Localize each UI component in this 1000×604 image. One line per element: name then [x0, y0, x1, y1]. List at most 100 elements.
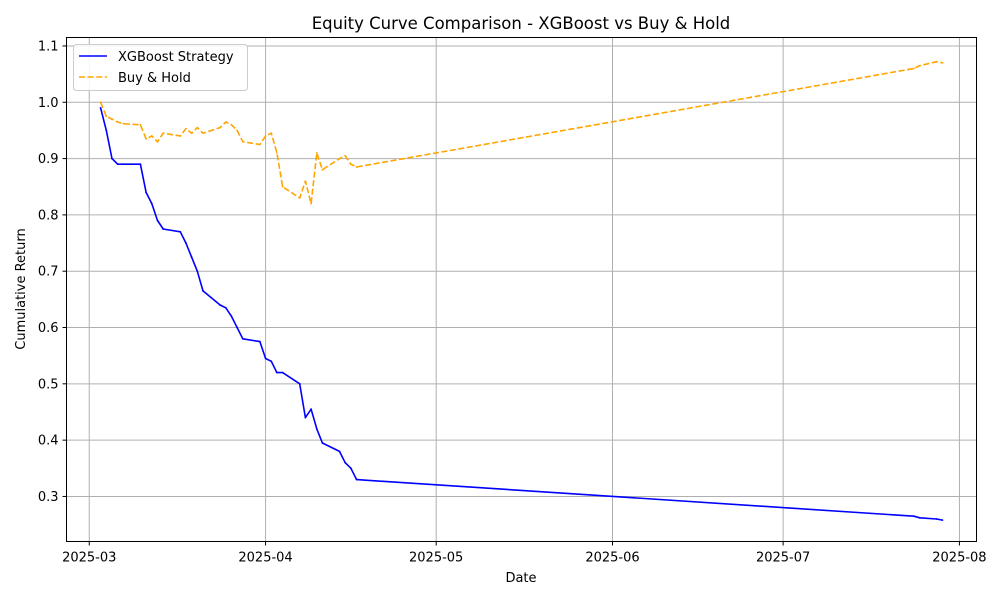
- data-point-buy-hold: [918, 64, 921, 67]
- data-point-buy-hold: [196, 126, 199, 129]
- data-point-buy-hold: [236, 129, 239, 132]
- data-point-buy-hold: [350, 163, 352, 166]
- data-point-xgboost: [150, 202, 153, 205]
- data-point-buy-hold: [315, 152, 318, 154]
- data-point-buy-hold: [162, 132, 165, 135]
- data-point-buy-hold: [338, 157, 341, 160]
- data-point-xgboost: [321, 442, 324, 444]
- data-point-xgboost: [344, 461, 347, 464]
- data-point-xgboost: [259, 340, 261, 343]
- data-point-xgboost: [111, 157, 113, 160]
- y-tick-label: 0.7: [38, 265, 59, 280]
- data-point-buy-hold: [270, 132, 273, 135]
- data-point-buy-hold: [224, 121, 227, 123]
- data-point-buy-hold: [99, 101, 102, 104]
- y-tick-label: 0.4: [38, 434, 59, 449]
- y-axis-label: Cumulative Return: [14, 228, 29, 349]
- data-point-xgboost: [241, 337, 244, 340]
- data-point-xgboost: [185, 242, 187, 244]
- series-layer: [99, 60, 944, 521]
- data-point-xgboost: [298, 382, 301, 385]
- data-point-xgboost: [918, 516, 921, 519]
- data-point-buy-hold: [105, 115, 108, 118]
- data-point-xgboost: [162, 228, 165, 230]
- data-point-buy-hold: [230, 123, 233, 126]
- chart-title: Equity Curve Comparison - XGBoost vs Buy…: [312, 14, 731, 33]
- data-point-xgboost: [236, 326, 239, 329]
- data-point-xgboost: [202, 290, 204, 292]
- x-tick-label: 2025-06: [585, 551, 639, 566]
- data-point-buy-hold: [264, 135, 267, 137]
- data-point-xgboost: [913, 515, 915, 518]
- data-point-xgboost: [139, 163, 142, 166]
- x-tick-label: 2025-04: [238, 551, 292, 566]
- data-point-xgboost: [338, 450, 341, 453]
- x-tick-label: 2025-08: [932, 551, 986, 566]
- data-point-xgboost: [941, 519, 944, 521]
- data-point-buy-hold: [219, 126, 222, 129]
- data-point-buy-hold: [111, 118, 113, 121]
- y-tick-label: 0.6: [38, 321, 59, 336]
- data-point-xgboost: [350, 467, 352, 470]
- data-point-buy-hold: [298, 197, 301, 199]
- data-point-xgboost: [355, 478, 358, 481]
- data-point-buy-hold: [276, 152, 278, 154]
- x-axis-label: Date: [505, 571, 536, 586]
- data-point-buy-hold: [202, 132, 204, 135]
- data-point-buy-hold: [344, 154, 347, 157]
- tick-layer: 2025-03 2025-04 2025-05 2025-06 2025-07 2025-…: [38, 39, 987, 565]
- data-point-xgboost: [145, 191, 148, 194]
- data-point-xgboost: [304, 416, 307, 419]
- legend-frame: [73, 44, 248, 91]
- data-point-buy-hold: [185, 127, 187, 130]
- data-point-xgboost: [281, 371, 284, 374]
- y-tick-label: 1.1: [38, 39, 59, 54]
- data-point-xgboost: [105, 129, 108, 132]
- data-point-buy-hold: [304, 180, 307, 183]
- data-point-buy-hold: [355, 166, 358, 168]
- data-point-buy-hold: [122, 122, 125, 125]
- data-point-buy-hold: [190, 132, 193, 135]
- data-point-buy-hold: [913, 67, 915, 70]
- data-point-xgboost: [116, 163, 119, 166]
- data-point-buy-hold: [179, 135, 182, 137]
- data-point-buy-hold: [941, 61, 944, 64]
- data-point-xgboost: [224, 306, 227, 309]
- data-point-buy-hold: [116, 121, 119, 123]
- legend-label-xgboost: XGBoost Strategy: [118, 50, 234, 65]
- y-tick-label: 0.3: [38, 490, 59, 505]
- legend-label-buy-hold: Buy & Hold: [118, 71, 191, 86]
- y-tick-label: 0.5: [38, 377, 59, 392]
- data-point-xgboost: [99, 107, 102, 109]
- y-tick-label: 0.8: [38, 208, 59, 223]
- series-line-xgboost: [99, 107, 943, 521]
- data-point-xgboost: [190, 256, 193, 258]
- data-point-xgboost: [179, 230, 182, 233]
- data-point-buy-hold: [281, 185, 284, 188]
- y-tick-label: 1.0: [38, 96, 59, 111]
- grid-layer: [66, 37, 977, 542]
- plot-frame: [66, 37, 977, 542]
- data-point-buy-hold: [241, 140, 244, 143]
- data-point-buy-hold: [139, 123, 142, 126]
- data-point-xgboost: [315, 428, 318, 430]
- data-point-xgboost: [219, 304, 222, 306]
- data-point-buy-hold: [259, 143, 261, 146]
- data-point-buy-hold: [150, 135, 153, 137]
- data-point-xgboost: [935, 518, 938, 520]
- x-tick-label: 2025-03: [62, 551, 116, 566]
- data-point-xgboost: [196, 270, 199, 273]
- data-point-buy-hold: [935, 60, 938, 63]
- y-tick-label: 0.9: [38, 152, 59, 167]
- x-tick-label: 2025-05: [409, 551, 463, 566]
- data-point-buy-hold: [321, 168, 324, 171]
- data-point-xgboost: [122, 163, 125, 166]
- legend: XGBoost Strategy Buy & Hold: [73, 44, 248, 91]
- data-point-buy-hold: [145, 138, 148, 140]
- data-point-buy-hold: [310, 202, 312, 205]
- data-point-xgboost: [310, 408, 312, 411]
- data-point-buy-hold: [156, 140, 159, 143]
- data-point-xgboost: [230, 315, 233, 318]
